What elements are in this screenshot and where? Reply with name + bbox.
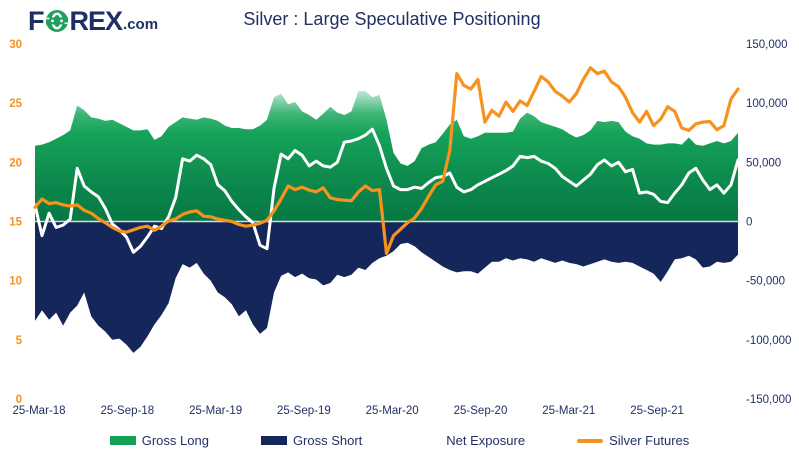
x-axis-tick-label: 25-Sep-20 [454,405,508,417]
right-axis-tick-label: -50,000 [746,276,785,288]
left-axis-tick-label: 30 [9,39,22,51]
page-title: Silver : Large Speculative Positioning [243,9,541,29]
left-axis-tick-label: 20 [9,157,22,169]
legend-swatch-icon [260,436,287,445]
x-axis-tick-label: 25-Mar-18 [12,405,65,417]
legend-item-silver-futures: Silver Futures [577,433,689,448]
forex-logo-o-icon [45,10,68,32]
left-axis-tick-label: 25 [9,98,22,110]
legend-label: Gross Short [292,433,363,448]
left-axis-tick-label: 5 [16,335,23,347]
right-axis-tick-label: -100,000 [746,335,791,347]
chart-legend: Gross Long Gross Short Net Exposure Silver … [0,433,799,448]
forex-logo: F REX .com [28,6,158,36]
right-axis-tick-label: 150,000 [746,39,788,51]
legend-item-gross-long: Gross Long [109,433,209,448]
legend-label: Silver Futures [609,433,690,448]
x-axis-tick-label: 25-Sep-18 [100,405,154,417]
legend-swatch-icon [414,438,441,443]
legend-swatch-icon [109,436,136,445]
right-axis-tick-label: 100,000 [746,98,788,110]
legend-label: Net Exposure [446,433,526,448]
forex-logo-text-f: F [28,6,44,36]
right-axis-tick-label: 0 [746,217,752,229]
x-axis-tick-label: 25-Sep-19 [277,405,331,417]
left-axis-tick-label: 10 [9,276,22,288]
x-axis-tick-label: 25-Mar-20 [366,405,419,417]
left-axis-tick-label: 15 [9,217,22,229]
right-axis-tick-label: 50,000 [746,157,781,169]
gross-short-area [35,221,738,353]
legend-swatch-icon [577,438,604,443]
gross-long-area [35,91,738,222]
legend-item-net-exposure: Net Exposure [414,433,525,448]
silver-futures-line [33,66,740,255]
x-axis-tick-label: 25-Sep-21 [630,405,684,417]
left-axis-tick-label: 0 [16,394,22,406]
right-axis-tick-label: -150,000 [746,394,791,406]
legend-label: Gross Long [141,433,209,448]
forex-logo-text-rex: REX [69,6,124,36]
legend-item-gross-short: Gross Short [260,433,363,448]
forex-logo-text-com: .com [123,15,159,33]
x-axis-tick-label: 25-Mar-21 [542,405,595,417]
x-axis-tick-label: 25-Mar-19 [189,405,242,417]
